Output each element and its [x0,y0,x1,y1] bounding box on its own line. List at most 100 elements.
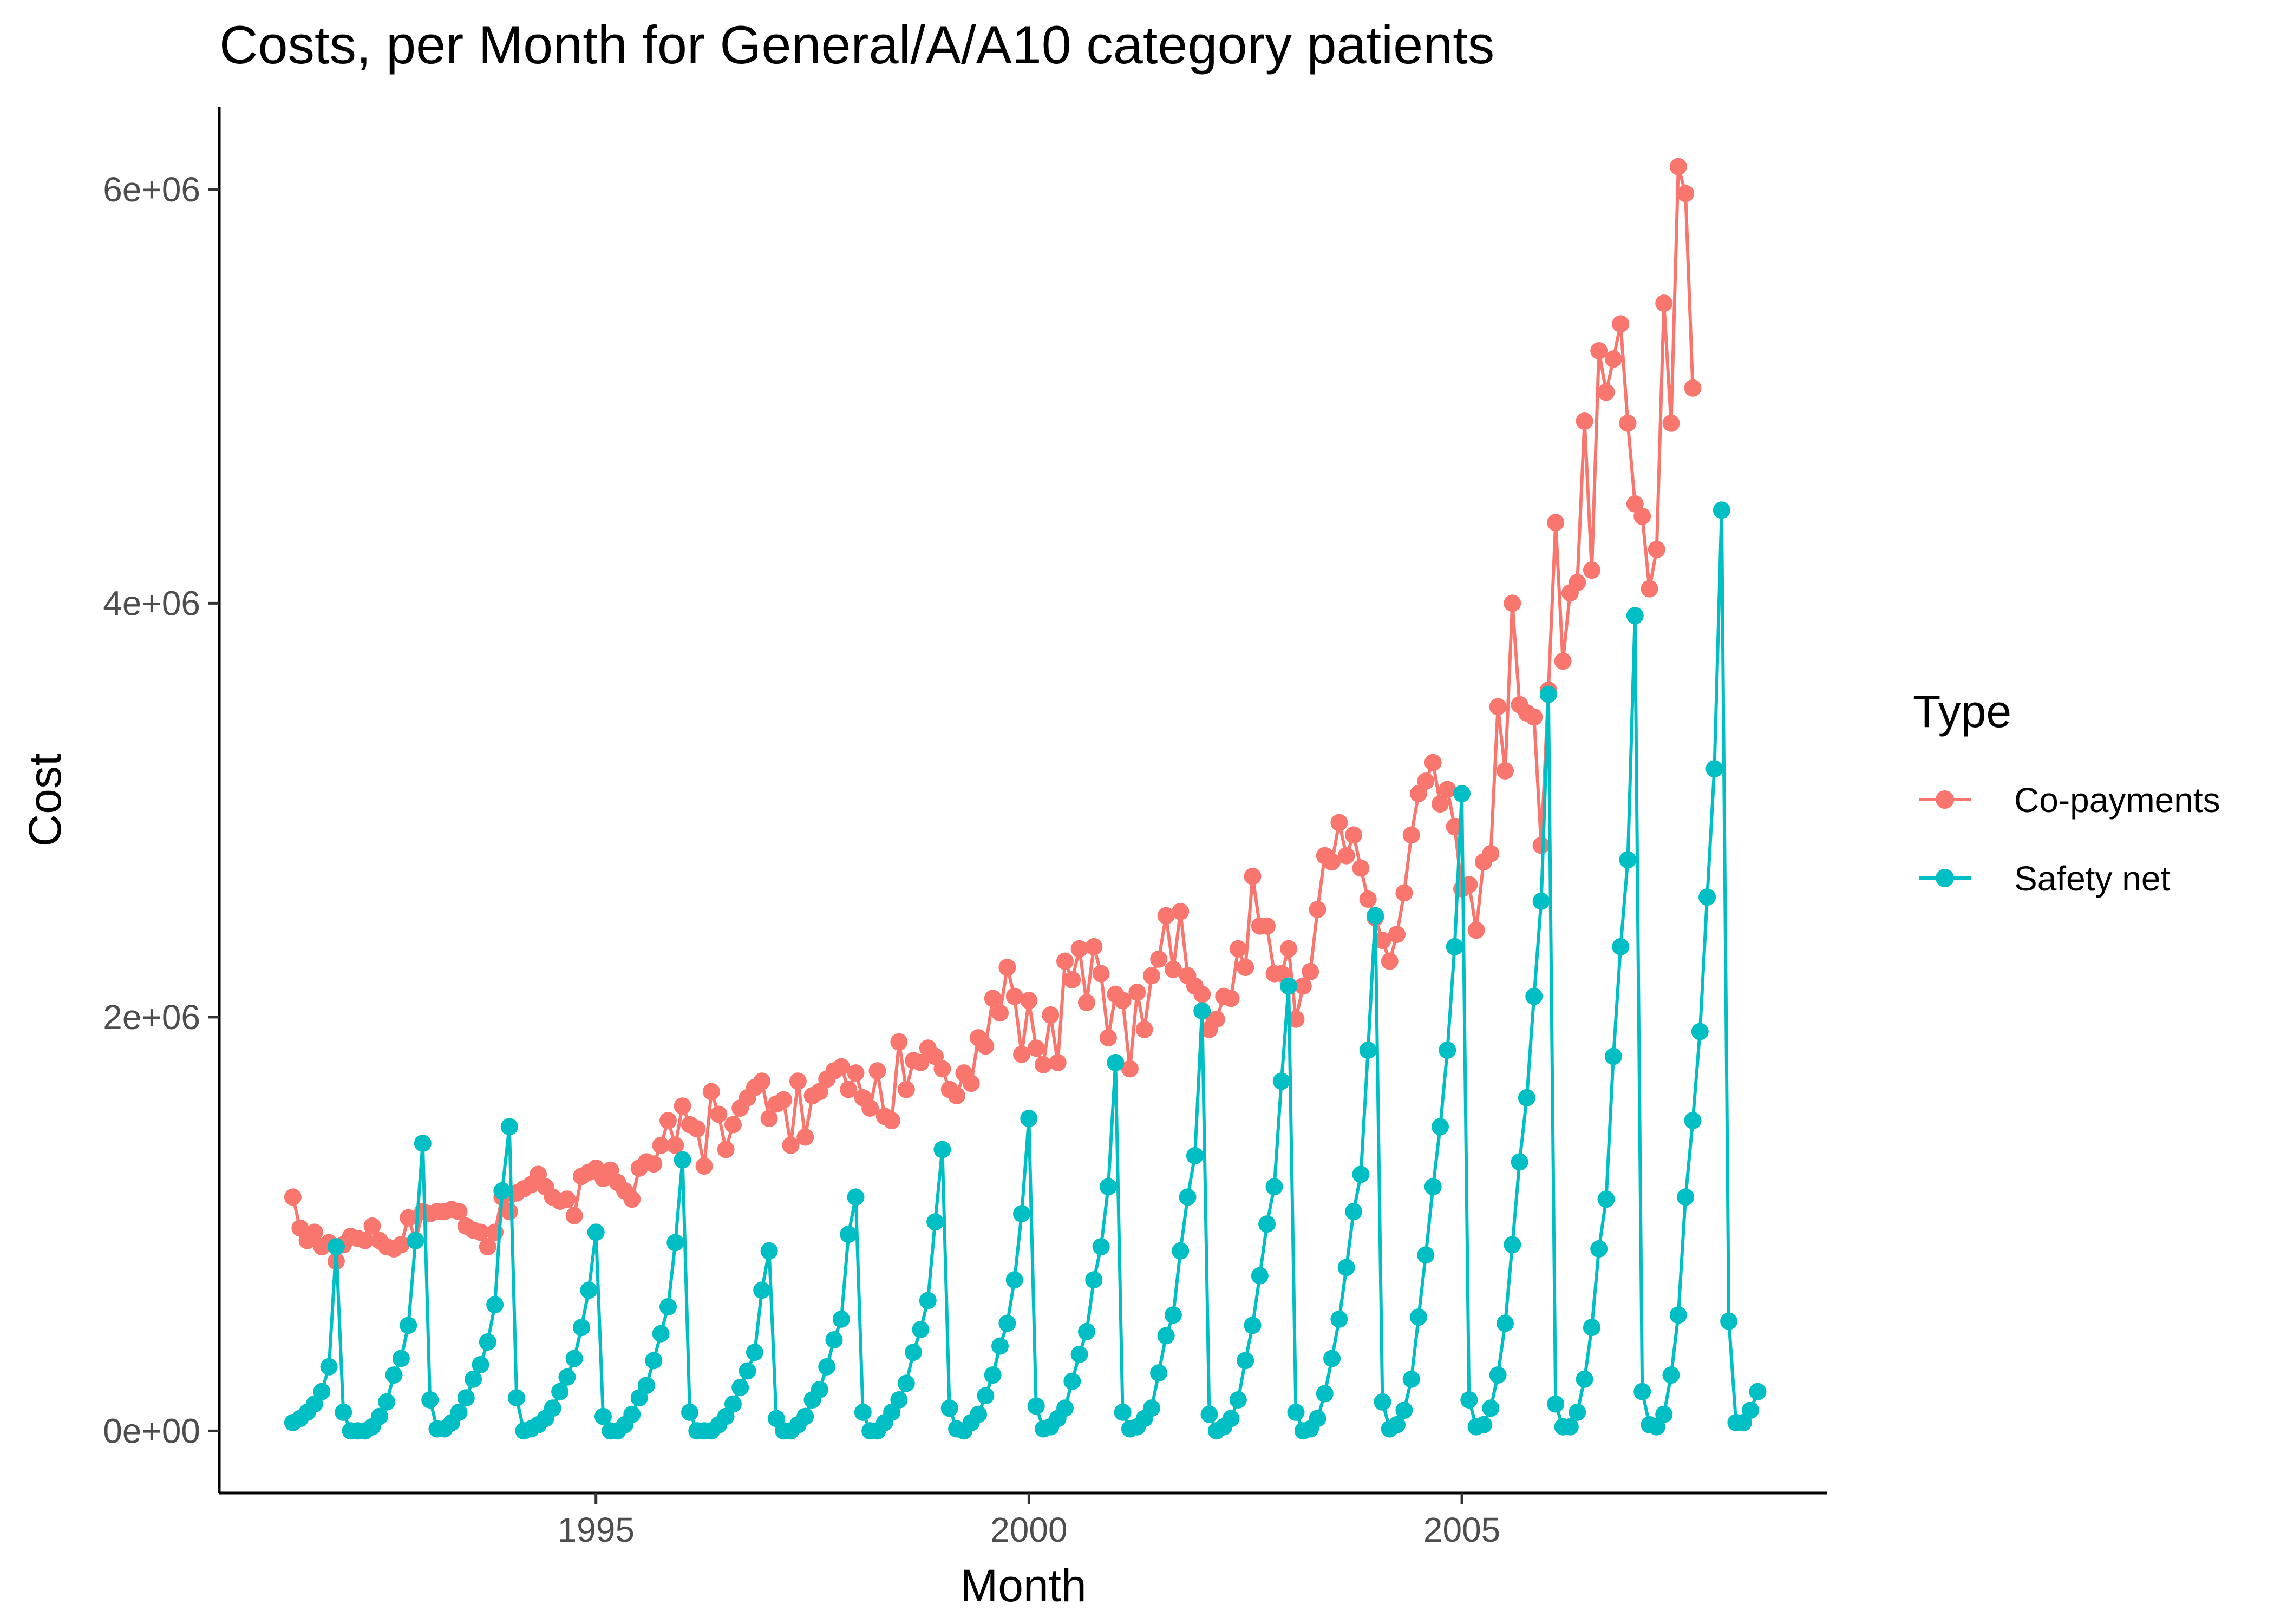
data-point-safety-net [1561,1418,1579,1436]
series-line-safety-net [292,508,1760,1433]
data-point-safety-net [1229,1391,1247,1409]
data-point-safety-net [905,1344,923,1361]
data-point-co-payments [977,1037,995,1055]
data-point-safety-net [1742,1402,1760,1419]
data-point-safety-net [1150,1364,1168,1382]
data-point-safety-net [1099,1178,1117,1196]
data-point-co-payments [1042,1006,1060,1024]
data-point-safety-net [1655,1405,1673,1423]
data-point-safety-net [551,1383,569,1400]
y-tick-label: 2e+06 [103,998,200,1037]
data-point-safety-net [1092,1238,1110,1256]
data-point-safety-net [1706,760,1723,778]
data-point-co-payments [1432,795,1449,813]
data-point-safety-net [1626,607,1644,625]
data-point-safety-net [1497,1314,1514,1332]
data-point-safety-net [1677,1188,1695,1206]
data-point-safety-net [1662,1366,1680,1384]
data-point-co-payments [948,1087,966,1105]
data-point-safety-net [1323,1350,1341,1367]
data-point-co-payments [1244,867,1262,885]
data-point-safety-net [1684,1112,1702,1129]
data-point-safety-net [811,1380,828,1398]
data-point-co-payments [1172,902,1190,920]
data-point-safety-net [1222,1410,1240,1427]
data-point-safety-net [1345,1203,1363,1221]
data-point-safety-net [573,1319,590,1337]
data-point-safety-net [1179,1188,1197,1206]
data-point-safety-net [681,1403,698,1421]
data-point-co-payments [1258,917,1276,935]
x-axis-title: Month [960,1560,1086,1611]
data-point-co-payments [1092,965,1110,983]
data-point-co-payments [1345,826,1363,844]
data-point-co-payments [702,1083,720,1101]
data-point-co-payments [1648,541,1665,558]
data-point-co-payments [472,1223,489,1241]
data-point-co-payments [674,1097,691,1115]
data-point-safety-net [1532,892,1550,910]
data-point-safety-net [1013,1205,1030,1222]
data-point-co-payments [1309,901,1327,919]
data-point-co-payments [760,1110,778,1128]
data-point-co-payments [1547,514,1565,532]
data-point-safety-net [313,1383,331,1400]
data-point-safety-net [998,1314,1016,1332]
data-point-safety-net [1489,1366,1507,1384]
data-point-safety-net [1258,1215,1276,1233]
y-axis-title: Cost [19,754,70,847]
data-point-safety-net [1439,1042,1456,1059]
data-point-safety-net [977,1387,995,1405]
data-point-safety-net [1417,1246,1435,1264]
data-point-co-payments [1056,952,1074,970]
data-point-co-payments [500,1203,518,1221]
data-point-co-payments [890,1033,908,1051]
data-point-safety-net [1020,1110,1038,1128]
legend-key-point [1936,790,1954,809]
data-point-co-payments [1489,698,1507,716]
data-point-safety-net [1525,987,1543,1005]
data-point-co-payments [984,990,1002,1007]
data-point-safety-net [760,1242,778,1260]
data-point-safety-net [912,1321,930,1338]
data-point-safety-net [1604,1047,1622,1065]
data-point-safety-net [674,1151,691,1169]
data-point-safety-net [1056,1399,1074,1417]
data-point-co-payments [1388,926,1406,943]
data-point-co-payments [1677,185,1695,202]
data-point-safety-net [890,1391,908,1409]
data-point-co-payments [1013,1045,1030,1063]
data-point-co-payments [1337,847,1355,865]
data-point-co-payments [789,1072,807,1090]
data-point-co-payments [688,1120,706,1138]
data-point-safety-net [421,1391,439,1409]
data-point-safety-net [818,1358,836,1376]
data-point-co-payments [847,1064,865,1082]
data-point-safety-net [493,1182,511,1200]
data-point-safety-net [1590,1240,1608,1258]
data-point-safety-net [1200,1405,1218,1423]
data-point-co-payments [400,1209,417,1227]
x-tick-label: 2005 [1423,1510,1500,1549]
data-point-safety-net [1402,1370,1420,1388]
data-point-co-payments [840,1081,858,1098]
data-point-co-payments [623,1190,641,1208]
data-point-co-payments [659,1112,677,1129]
data-point-safety-net [1005,1271,1023,1289]
data-point-safety-net [558,1368,576,1386]
data-point-co-payments [753,1072,771,1090]
data-point-safety-net [1316,1385,1334,1403]
data-point-safety-net [472,1356,489,1373]
data-point-co-payments [1330,814,1348,831]
data-point-safety-net [1193,1002,1211,1020]
data-point-safety-net [1511,1153,1528,1171]
data-point-safety-net [1633,1383,1651,1400]
data-point-co-payments [645,1155,663,1173]
data-point-co-payments [666,1136,684,1154]
data-point-co-payments [1569,574,1586,592]
data-point-co-payments [1005,987,1023,1005]
data-point-co-payments [1323,853,1341,871]
data-point-safety-net [984,1366,1002,1384]
data-point-co-payments [1439,781,1456,798]
